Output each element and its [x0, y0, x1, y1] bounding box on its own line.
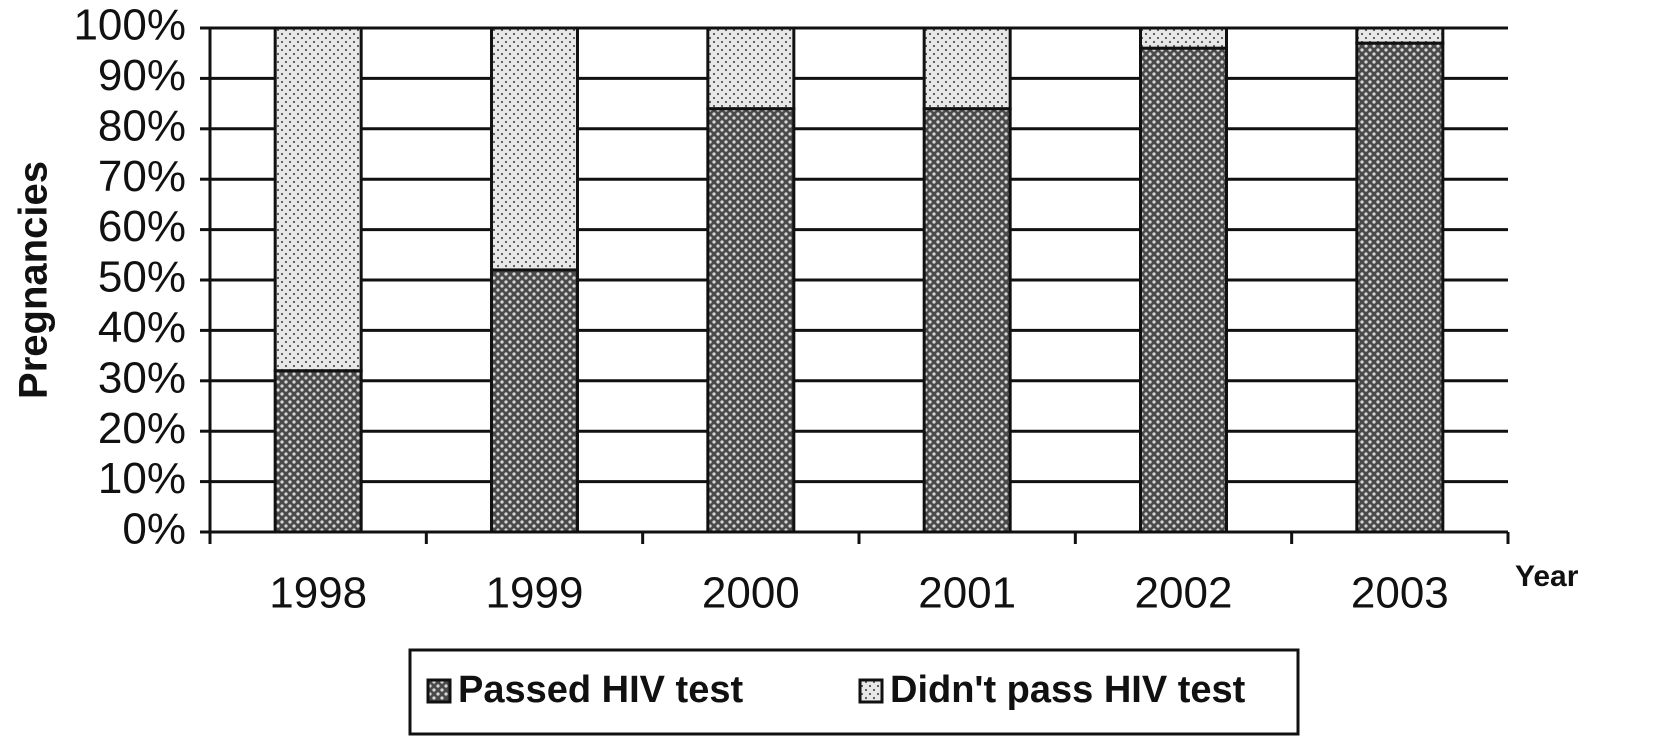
legend-swatch: [858, 678, 884, 704]
legend-swatch: [426, 678, 452, 704]
bar-segment: [706, 107, 796, 534]
x-tick-label: 2002: [1135, 569, 1233, 618]
bar-segment: [1355, 26, 1445, 45]
x-tick-label: 1998: [269, 569, 367, 618]
bar-segment: [922, 26, 1012, 111]
y-tick-label: 50%: [98, 253, 186, 302]
bar-segment: [490, 268, 579, 534]
y-tick-label: 10%: [98, 454, 186, 503]
y-tick-label: 80%: [98, 101, 186, 150]
y-tick-label: 30%: [98, 353, 186, 402]
y-tick-label: 40%: [98, 303, 186, 352]
bar-segment: [273, 369, 363, 534]
legend-label: Passed HIV test: [458, 669, 743, 711]
y-axis-label: Pregnancies: [12, 161, 56, 399]
x-tick-label: 2000: [702, 569, 800, 618]
y-tick-label: 0%: [122, 505, 186, 554]
y-tick-label: 60%: [98, 202, 186, 251]
y-tick-label: 70%: [98, 152, 186, 201]
bar-segment: [922, 107, 1012, 534]
x-tick-label: 2001: [918, 569, 1016, 618]
x-axis-label: Year: [1515, 560, 1579, 593]
x-tick-label: 1999: [486, 569, 584, 618]
bar-segment: [1355, 41, 1445, 534]
bar-segment: [273, 26, 363, 373]
x-tick-label: 2003: [1351, 569, 1449, 618]
y-tick-label: 100%: [73, 1, 186, 50]
legend-label: Didn't pass HIV test: [890, 669, 1246, 711]
bar-segment: [1139, 26, 1228, 50]
bar-segment: [490, 26, 579, 272]
y-tick-label: 90%: [98, 51, 186, 100]
bar-segment: [1139, 46, 1228, 534]
bar-segment: [706, 26, 796, 111]
legend-box: [408, 648, 1300, 736]
y-tick-label: 20%: [98, 404, 186, 453]
